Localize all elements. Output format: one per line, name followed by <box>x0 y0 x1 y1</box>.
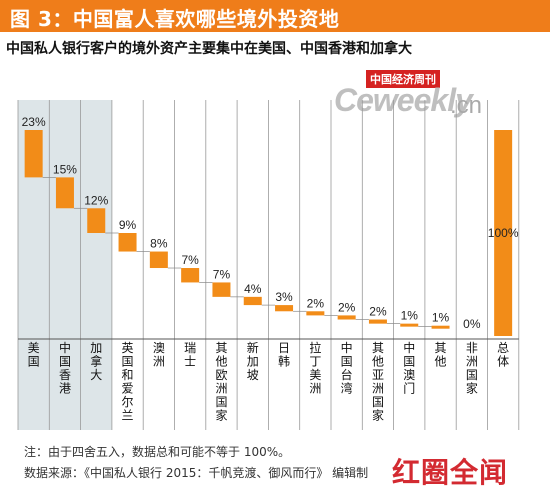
bar <box>24 130 43 178</box>
data-label: 8% <box>150 237 168 251</box>
watermark: 红圈全闻 <box>392 456 509 489</box>
chart-title: 图 3：中国富人喜欢哪些境外投资地 <box>10 7 340 31</box>
data-label: 7% <box>181 253 199 267</box>
data-label: 15% <box>53 162 77 176</box>
bar <box>212 282 231 297</box>
data-label: 2% <box>307 296 325 310</box>
data-label: 1% <box>432 311 450 325</box>
category-label: 其他亚洲国家 <box>372 341 384 423</box>
category-label: 瑞士 <box>184 341 196 369</box>
category-label: 非洲国家 <box>466 341 478 396</box>
connectors <box>42 177 432 327</box>
category-label: 日韩 <box>278 341 290 369</box>
data-label: 9% <box>119 218 137 232</box>
bar <box>181 268 200 283</box>
bar <box>55 177 74 209</box>
column-separators <box>17 100 520 430</box>
data-label: 3% <box>275 290 293 304</box>
category-label: 中国澳门 <box>403 340 415 396</box>
ceweekly-logo: 中国经济周刊 Ceweekly .cn <box>330 70 550 120</box>
category-label: 其他欧洲国家 <box>215 341 227 423</box>
category-label: 其他 <box>435 341 447 369</box>
data-label: 4% <box>244 282 262 296</box>
bar <box>400 323 419 327</box>
source-note: 数据来源：《中国私人银行 2015：千帆竞渡、御风而行》 编辑制 <box>24 466 369 480</box>
data-label: 12% <box>84 193 108 207</box>
title-banner: 图 3：中国富人喜欢哪些境外投资地 <box>0 0 550 32</box>
category-label: 加拿大 <box>90 341 102 382</box>
rounding-note: 注：由于四舍五入，数据总和可能不等于 100%。 <box>24 445 291 459</box>
bar <box>149 251 168 269</box>
data-label: 7% <box>213 267 231 281</box>
category-label: 新加坡 <box>247 340 259 382</box>
data-label: 0% <box>463 317 481 331</box>
bar <box>275 305 294 312</box>
bar <box>337 315 356 320</box>
data-label: 23% <box>22 115 46 129</box>
bar <box>368 319 387 324</box>
category-label: 中国台湾 <box>341 340 353 396</box>
logo-brand-tld: .cn <box>450 92 483 119</box>
category-label: 拉丁美洲 <box>309 340 321 396</box>
category-label: 澳洲 <box>153 341 165 369</box>
logo-brand-main: Ceweekly <box>334 82 473 118</box>
category-label: 总体 <box>497 341 509 369</box>
bar <box>431 325 450 329</box>
data-label: 2% <box>369 305 387 319</box>
category-label: 英国和爱尔兰 <box>122 341 134 423</box>
category-label: 美国 <box>28 341 40 369</box>
bar <box>87 208 106 233</box>
data-label: 1% <box>401 309 419 323</box>
data-label: 2% <box>338 300 356 314</box>
logo-brand-cn: 中国经济周刊 <box>366 70 440 88</box>
data-label: 100% <box>488 226 519 240</box>
bar <box>494 130 513 336</box>
category-label: 中国香港 <box>59 340 71 396</box>
chart-subtitle: 中国私人银行客户的境外资产主要集中在美国、中国香港和加拿大 <box>6 41 412 57</box>
bar <box>306 311 325 316</box>
bars <box>24 130 513 336</box>
bar <box>243 296 262 306</box>
data-labels: 23% 15% 12% 9% 8% 7% 7% 4% 3% 2% 2% 2% 1% 1% 0% 100% <box>22 115 519 331</box>
bar <box>118 233 137 252</box>
